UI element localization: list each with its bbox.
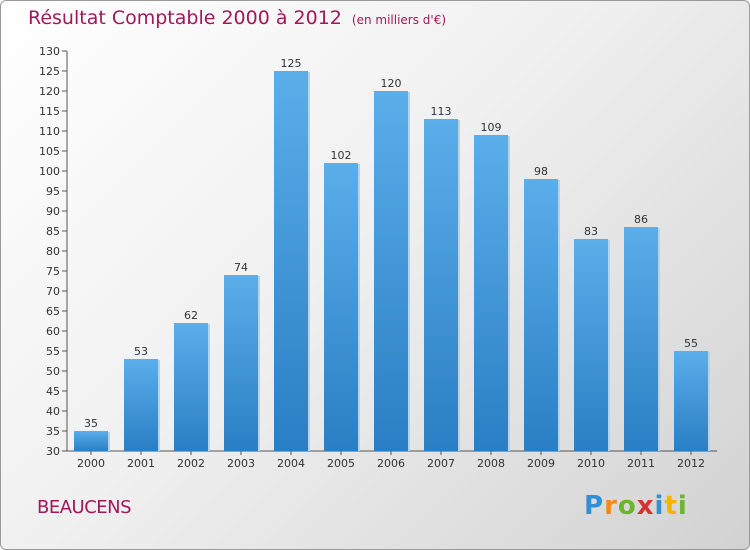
commune-name: BEAUCENS <box>37 497 132 518</box>
chart-title-unit: (en milliers d'€) <box>351 13 447 27</box>
bar-value-label: 35 <box>84 417 98 430</box>
bar <box>324 163 358 451</box>
y-tick-label: 70 <box>46 285 60 298</box>
logo-letter: i <box>654 491 665 521</box>
x-tick-label: 2007 <box>427 457 455 470</box>
y-tick-label: 130 <box>39 45 60 58</box>
x-tick-label: 2000 <box>77 457 105 470</box>
x-tick-label: 2003 <box>227 457 255 470</box>
bar <box>624 227 658 451</box>
y-tick-label: 45 <box>46 385 60 398</box>
bar-value-label: 55 <box>684 337 698 350</box>
x-tick-label: 2006 <box>377 457 405 470</box>
logo-letter: t <box>664 491 678 521</box>
y-tick-label: 95 <box>46 185 60 198</box>
bar <box>574 239 608 451</box>
x-tick-label: 2004 <box>277 457 305 470</box>
bar-value-label: 102 <box>331 149 352 162</box>
x-tick-label: 2012 <box>677 457 705 470</box>
bar-value-label: 62 <box>184 309 198 322</box>
bar-value-label: 53 <box>134 345 148 358</box>
logo-letter: i <box>677 491 688 521</box>
x-tick-label: 2002 <box>177 457 205 470</box>
y-tick-label: 85 <box>46 225 60 238</box>
y-tick-label: 55 <box>46 345 60 358</box>
bar-value-label: 86 <box>634 213 648 226</box>
y-tick-label: 60 <box>46 325 60 338</box>
logo-letter: o <box>617 491 637 521</box>
x-tick-label: 2009 <box>527 457 555 470</box>
y-tick-label: 40 <box>46 405 60 418</box>
bar <box>474 135 508 451</box>
bar <box>274 71 308 451</box>
y-tick-label: 100 <box>39 165 60 178</box>
y-tick-label: 125 <box>39 65 60 78</box>
y-tick-label: 115 <box>39 105 60 118</box>
y-tick-label: 75 <box>46 265 60 278</box>
chart-title-main: Résultat Comptable 2000 à 2012 <box>28 7 342 29</box>
y-tick-label: 35 <box>46 425 60 438</box>
y-tick-label: 80 <box>46 245 60 258</box>
x-tick-label: 2010 <box>577 457 605 470</box>
x-tick-label: 2001 <box>127 457 155 470</box>
bar <box>524 179 558 451</box>
logo-letter: r <box>604 491 618 521</box>
logo-letter: P <box>584 491 605 521</box>
y-tick-label: 65 <box>46 305 60 318</box>
bar-value-label: 109 <box>481 121 502 134</box>
bar-value-label: 83 <box>584 225 598 238</box>
bar-value-label: 74 <box>234 261 248 274</box>
bar <box>674 351 708 451</box>
y-tick-label: 90 <box>46 205 60 218</box>
bar <box>224 275 258 451</box>
y-tick-label: 105 <box>39 145 60 158</box>
bar <box>174 323 208 451</box>
y-tick-label: 120 <box>39 85 60 98</box>
y-tick-label: 30 <box>46 445 60 458</box>
bar <box>424 119 458 451</box>
proxiti-logo: Proxiti <box>584 491 688 521</box>
bar <box>374 91 408 451</box>
chart-title: Résultat Comptable 2000 à 2012 (en millie… <box>28 7 446 29</box>
x-tick-label: 2005 <box>327 457 355 470</box>
bar-value-label: 113 <box>431 105 452 118</box>
bar-value-label: 98 <box>534 165 548 178</box>
bar-value-label: 125 <box>281 57 302 70</box>
logo-letter: x <box>636 491 655 521</box>
y-tick-label: 50 <box>46 365 60 378</box>
x-tick-label: 2011 <box>627 457 655 470</box>
x-tick-label: 2008 <box>477 457 505 470</box>
y-tick-label: 110 <box>39 125 60 138</box>
bar <box>124 359 158 451</box>
bar-value-label: 120 <box>381 77 402 90</box>
bar <box>74 431 108 451</box>
